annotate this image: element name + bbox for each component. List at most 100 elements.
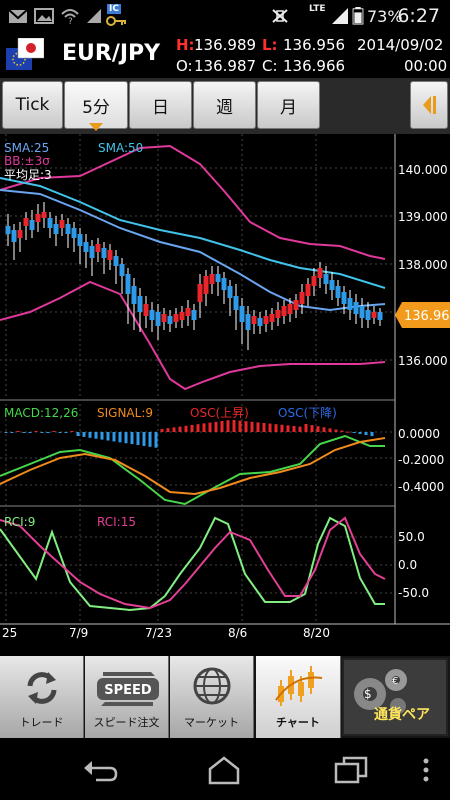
osc-bar-37 bbox=[226, 420, 230, 432]
osc-bar-22 bbox=[136, 432, 140, 445]
candlesticks bbox=[5, 202, 383, 350]
osc-bar-50 bbox=[304, 424, 308, 432]
osc-bar-30 bbox=[184, 425, 188, 432]
candle-body-38 bbox=[233, 296, 239, 310]
osc-bar-29 bbox=[178, 426, 182, 432]
osc-bar-9 bbox=[58, 432, 62, 433]
candle-body-9 bbox=[59, 220, 65, 228]
more-options-icon[interactable] bbox=[420, 756, 432, 784]
osc-bar-10 bbox=[64, 432, 68, 433]
osc-bar-36 bbox=[220, 421, 224, 432]
chevron-left-icon bbox=[423, 96, 436, 114]
tab-tick[interactable]: Tick bbox=[2, 81, 63, 129]
candle-body-16 bbox=[101, 248, 107, 258]
close-label: C: bbox=[262, 57, 278, 75]
tab-5min[interactable]: 5分 bbox=[64, 81, 128, 129]
candle-body-46 bbox=[281, 306, 287, 316]
osc-bar-3 bbox=[22, 432, 26, 433]
bb-label: BB:±3σ bbox=[4, 154, 50, 168]
candle-body-29 bbox=[179, 312, 185, 320]
candle-body-13 bbox=[83, 242, 89, 252]
candle-body-14 bbox=[89, 246, 95, 258]
candle-body-50 bbox=[305, 284, 311, 296]
candle-body-33 bbox=[203, 276, 209, 294]
osc-bar-53 bbox=[322, 427, 326, 432]
candle-body-54 bbox=[329, 280, 335, 290]
close-value: 136.966 bbox=[283, 57, 346, 75]
candle-body-56 bbox=[341, 292, 347, 304]
osc-bar-56 bbox=[340, 430, 344, 432]
selected-tab-indicator bbox=[89, 123, 103, 131]
candle-body-42 bbox=[257, 318, 263, 326]
bottom-navigation: トレード SPEED スピード注文 マーケット チャート bbox=[0, 656, 450, 738]
candle-body-4 bbox=[29, 220, 35, 230]
osc-bar-12 bbox=[76, 432, 80, 436]
wifi-question-icon: ? bbox=[61, 9, 79, 25]
currency-pair[interactable]: EUR/JPY bbox=[62, 41, 161, 66]
osc-bar-28 bbox=[172, 427, 176, 432]
osc-bar-46 bbox=[280, 424, 284, 432]
panel-toggle-button[interactable] bbox=[410, 81, 448, 129]
candle-body-35 bbox=[215, 274, 221, 282]
candle-body-23 bbox=[143, 304, 149, 316]
osc-bar-18 bbox=[112, 432, 116, 442]
quote-header: EUR/JPY H: 136.989 L: 136.956 2014/09/02… bbox=[0, 32, 450, 78]
macd-label: MACD:12,26 bbox=[4, 406, 78, 420]
x-tick-8-20: 8/20 bbox=[303, 626, 330, 640]
osc-bar-8 bbox=[52, 431, 56, 432]
macd-tick-0.2: -0.2000 bbox=[398, 453, 444, 467]
nav-trade[interactable]: トレード bbox=[0, 656, 84, 738]
candle-body-36 bbox=[221, 278, 227, 290]
quote-date: 2014/09/02 bbox=[357, 36, 444, 54]
candle-body-43 bbox=[263, 316, 269, 324]
osc-bar-42 bbox=[256, 422, 260, 432]
osc-bar-44 bbox=[268, 423, 272, 432]
tab-day[interactable]: 日 bbox=[129, 81, 192, 129]
current-price-tag: 136.966 bbox=[395, 302, 450, 328]
price-tick-139: 139.000 bbox=[398, 210, 448, 224]
x-tick-7-9: 7/9 bbox=[69, 626, 88, 640]
osc-bar-58 bbox=[352, 432, 356, 433]
globe-icon bbox=[193, 667, 231, 705]
timeframe-tabs: Tick 5分 日 週 月 bbox=[0, 78, 450, 134]
candle-body-11 bbox=[71, 228, 77, 238]
candle-body-60 bbox=[365, 310, 371, 320]
candle-body-39 bbox=[239, 306, 245, 322]
osc-up-label: OSC(上昇) bbox=[190, 406, 249, 420]
eur-jpy-flag-icon[interactable] bbox=[6, 38, 44, 70]
currency-gears-icon: € $ bbox=[354, 669, 407, 714]
candle-body-24 bbox=[149, 310, 155, 320]
osc-bar-40 bbox=[244, 421, 248, 432]
candle-body-62 bbox=[377, 312, 383, 320]
candle-body-57 bbox=[347, 298, 353, 310]
candle-body-1 bbox=[11, 230, 17, 242]
rci-tick-0: 0.0 bbox=[398, 558, 417, 572]
candle-body-19 bbox=[119, 264, 125, 276]
osc-bar-43 bbox=[262, 423, 266, 432]
svg-text:$: $ bbox=[364, 687, 372, 701]
rci15-label: RCI:15 bbox=[97, 515, 136, 529]
candle-body-27 bbox=[167, 316, 173, 324]
home-icon[interactable] bbox=[206, 755, 242, 785]
osc-bar-59 bbox=[358, 432, 362, 434]
nav-chart[interactable]: チャート bbox=[256, 656, 341, 738]
nav-currency-pair[interactable]: € $ 通貨ペア bbox=[342, 658, 448, 736]
candle-body-37 bbox=[227, 286, 233, 298]
sma50-line bbox=[0, 177, 386, 289]
osc-bar-32 bbox=[196, 424, 200, 432]
tab-week[interactable]: 週 bbox=[193, 81, 256, 129]
osc-bar-27 bbox=[166, 428, 170, 432]
candle-body-12 bbox=[77, 234, 83, 246]
nav-market[interactable]: マーケット bbox=[170, 656, 254, 738]
recent-apps-icon[interactable] bbox=[334, 756, 368, 784]
tab-month[interactable]: 月 bbox=[257, 81, 320, 129]
osc-bar-47 bbox=[286, 425, 290, 432]
price-chart[interactable]: SMA:25 SMA:50 BB:±3σ 平均足:3 140.000 139.0… bbox=[0, 134, 450, 646]
osc-bar-2 bbox=[16, 431, 20, 432]
candle-body-22 bbox=[137, 296, 143, 312]
osc-bar-31 bbox=[190, 425, 194, 432]
rci-tick-m50: -50.0 bbox=[398, 586, 429, 600]
cell-signal-icon bbox=[332, 8, 348, 24]
back-icon[interactable] bbox=[82, 758, 118, 782]
nav-speed-order[interactable]: SPEED スピード注文 bbox=[85, 656, 169, 738]
